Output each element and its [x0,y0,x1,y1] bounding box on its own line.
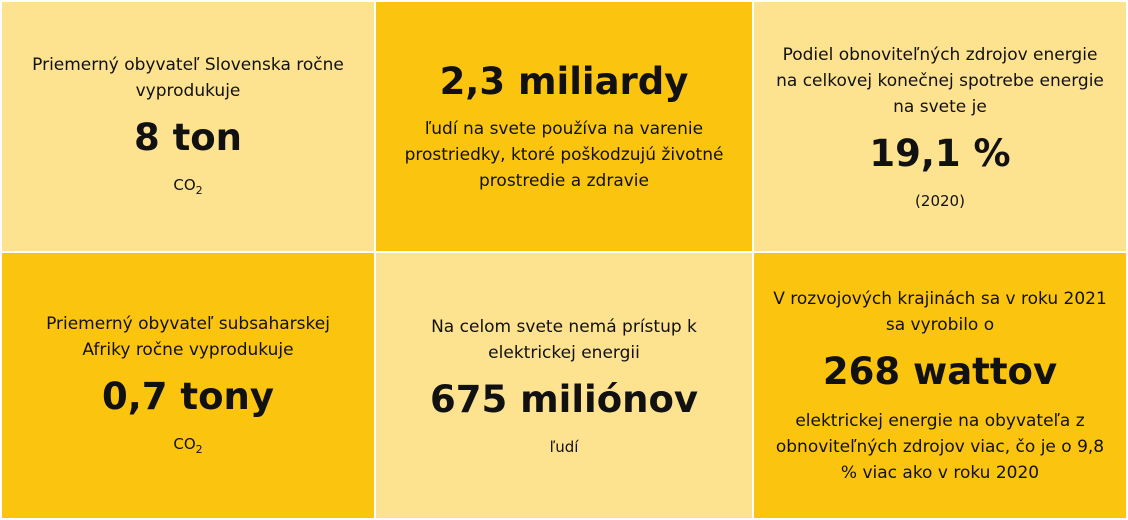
stat-unit: CO2 [173,434,203,456]
stat-tile-cooking: 2,3 miliardy ľudí na svete používa na va… [376,2,752,251]
stat-tile-renewables-share: Podiel obnoviteľných zdrojov energie na … [754,2,1126,251]
stat-value: 2,3 miliardy [439,59,689,103]
stat-value: 19,1 % [869,131,1011,175]
stat-value: 8 ton [133,115,243,159]
stat-text: elektrickej energie na obyvateľa z obnov… [775,410,1105,483]
stat-note: (2020) [915,191,965,210]
stat-intro: Podiel obnoviteľných zdrojov energie na … [776,44,1104,117]
stat-tile-electricity-access: Na celom svete nemá prístup k elektricke… [376,253,752,518]
stat-intro: Priemerný obyvateľ subsaharskej Afriky r… [46,313,330,360]
stat-unit: CO2 [173,175,203,197]
stat-tile-renewable-watts: V rozvojových krajinách sa v roku 2021 s… [754,253,1126,518]
stat-text: ľudí na svete používa na varenie prostri… [404,118,724,191]
stat-value: 268 wattov [822,349,1058,393]
stat-value: 0,7 tony [102,374,274,418]
stat-intro: V rozvojových krajinách sa v roku 2021 s… [773,288,1107,335]
stat-tile-africa-co2: Priemerný obyvateľ subsaharskej Afriky r… [2,253,374,518]
stat-tile-slovakia-co2: Priemerný obyvateľ Slovenska ročne vypro… [2,2,374,251]
stat-intro: Priemerný obyvateľ Slovenska ročne vypro… [32,54,344,101]
stat-value: 675 miliónov [429,377,698,421]
stat-intro: Na celom svete nemá prístup k elektricke… [431,316,697,363]
stat-note: ľudí [549,437,579,456]
